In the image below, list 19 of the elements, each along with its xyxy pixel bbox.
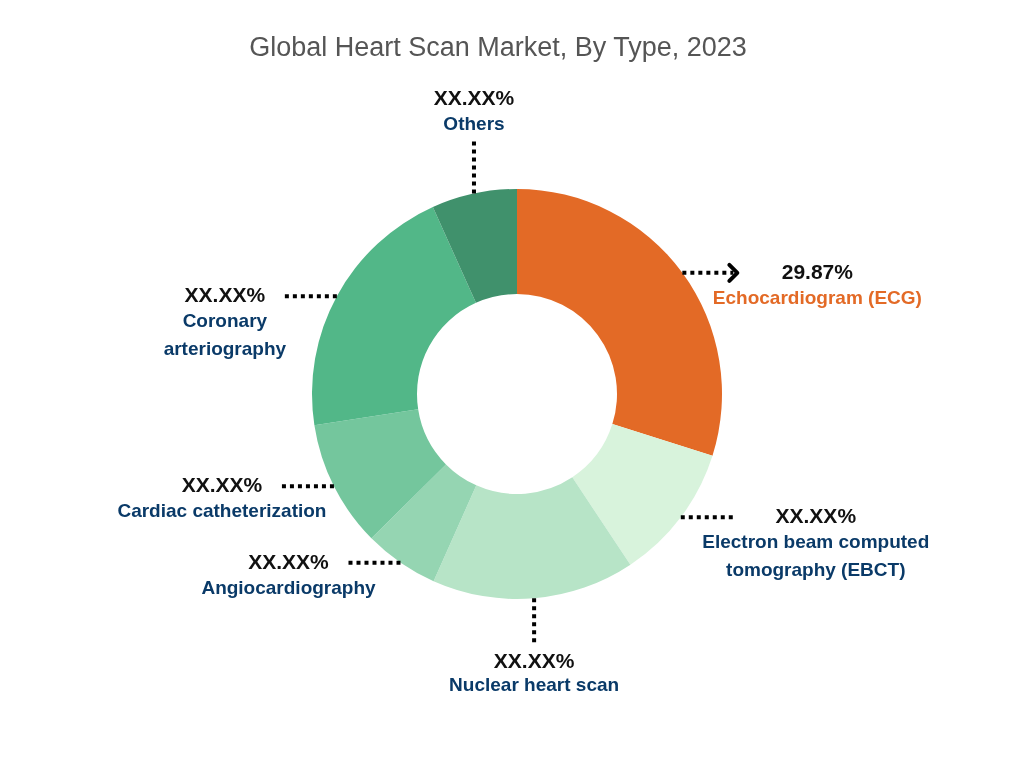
data-label: XX.XX% <box>184 283 266 307</box>
donut-slice <box>312 207 476 426</box>
slice-label: Electron beam computed tomography (EBCT) <box>702 531 930 581</box>
data-label: XX.XX% <box>493 649 575 673</box>
slice-label: Others <box>443 112 505 134</box>
data-label: XX.XX% <box>181 473 263 497</box>
data-label: XX.XX% <box>775 504 857 528</box>
slice-label: Cardiac catheterization <box>117 500 327 522</box>
slice-label: Nuclear heart scan <box>449 674 620 696</box>
donut-slice <box>433 477 631 599</box>
slice-label: Coronary arteriography <box>163 310 287 360</box>
data-label: 29.87% <box>781 259 854 283</box>
donut-slice <box>371 464 477 582</box>
donut-slice <box>432 189 517 303</box>
slice-label: Angiocardiography <box>201 576 377 598</box>
data-label: XX.XX% <box>248 549 330 573</box>
chart-title: Global Heart Scan Market, By Type, 2023 <box>249 32 747 62</box>
data-label: XX.XX% <box>433 85 515 109</box>
slice-label: Echocardiogram (ECG) <box>712 286 922 308</box>
